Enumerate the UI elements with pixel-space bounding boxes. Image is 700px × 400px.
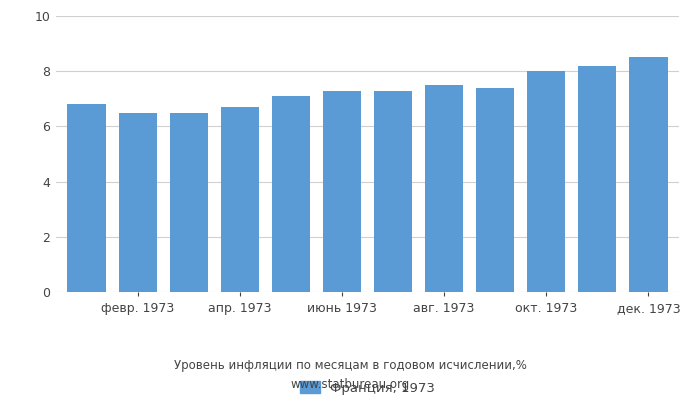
Bar (118, 113, 157, 292)
Bar (67, 104, 106, 292)
Legend: Франция, 1973: Франция, 1973 (295, 376, 440, 400)
Bar (629, 57, 668, 292)
Bar (425, 85, 463, 292)
Text: Уровень инфляции по месяцам в годовом исчислении,%: Уровень инфляции по месяцам в годовом ис… (174, 360, 526, 372)
Bar (220, 107, 259, 292)
Bar (374, 90, 412, 292)
Bar (272, 96, 310, 292)
Text: www.statbureau.org: www.statbureau.org (290, 378, 410, 391)
Bar (169, 113, 208, 292)
Bar (476, 88, 514, 292)
Bar (323, 90, 361, 292)
Bar (578, 66, 617, 292)
Bar (527, 71, 566, 292)
